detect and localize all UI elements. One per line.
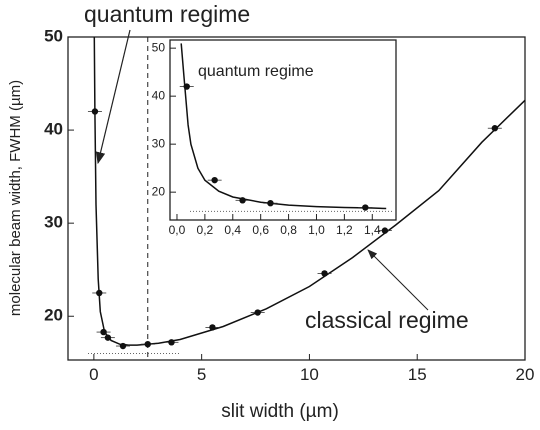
y-tick-label: 20	[44, 306, 63, 325]
plot-frame	[67, 36, 526, 361]
x-tick-label: 20	[516, 365, 535, 384]
x-axis-label: slit width (µm)	[221, 401, 339, 422]
x-tick-label: 1,0	[308, 223, 325, 237]
y-tick-label: 50	[152, 40, 166, 54]
data-point	[100, 328, 107, 336]
y-tick-label: 30	[44, 213, 63, 232]
annotation-arrow	[95, 29, 131, 165]
plot-frame	[169, 39, 397, 221]
x-tick-label: 0,6	[252, 223, 269, 237]
x-tick-label: 0,2	[197, 223, 214, 237]
x-tick-label: 0	[89, 365, 98, 384]
x-tick-label: 1,4	[364, 223, 381, 237]
data-point	[168, 339, 175, 346]
x-tick-label: 15	[408, 365, 427, 384]
y-tick-label: 20	[152, 184, 166, 198]
data-point	[209, 324, 216, 331]
data-point	[491, 125, 499, 132]
y-tick-label: 30	[152, 136, 166, 150]
x-tick-label: 0,0	[169, 223, 186, 237]
x-tick-label: 1,2	[336, 223, 353, 237]
x-tick-label: 5	[197, 365, 206, 384]
data-point	[381, 227, 389, 234]
y-tick-label: 50	[44, 26, 63, 45]
y-axis-label: molecular beam width, FWHM (µm)	[7, 80, 24, 316]
annotation-arrow	[367, 249, 429, 311]
data-point	[267, 200, 274, 207]
x-tick-label: 0,4	[224, 223, 241, 237]
data-point	[119, 342, 127, 350]
data-point	[144, 340, 151, 348]
y-tick-label: 40	[152, 88, 166, 102]
data-point	[254, 309, 261, 316]
annotation: quantum regime	[84, 1, 250, 27]
data-point	[91, 108, 99, 115]
x-tick-label: 10	[300, 365, 319, 384]
data-point	[321, 270, 328, 277]
annotation: classical regime	[305, 307, 469, 333]
data-point	[183, 83, 190, 90]
data-point	[96, 289, 103, 297]
fit-curve	[180, 43, 387, 210]
data-point	[211, 176, 218, 184]
inset-title: quantum regime	[198, 63, 314, 80]
y-tick-label: 40	[44, 120, 63, 139]
data-point	[362, 204, 369, 211]
x-tick-label: 0,8	[280, 223, 297, 237]
data-point	[239, 197, 246, 204]
data-point	[104, 334, 112, 341]
